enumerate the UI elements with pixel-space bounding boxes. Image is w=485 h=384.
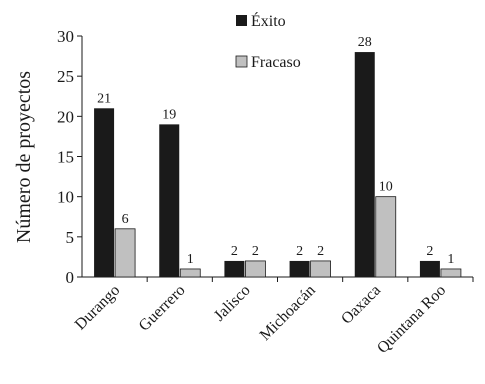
data-label: 28 (358, 35, 372, 50)
x-tick-label: Guerrero (136, 282, 189, 335)
bar (94, 108, 114, 277)
legend-swatch-exito (236, 15, 247, 26)
bar (376, 197, 396, 277)
x-tick-label: Michoacán (257, 282, 319, 344)
bar (355, 52, 375, 277)
bar (290, 261, 310, 277)
bar (441, 269, 461, 277)
x-tick-label: Jalisco (211, 282, 254, 325)
x-tick-label: Oaxaca (338, 282, 384, 328)
data-label: 1 (447, 252, 454, 267)
y-tick-label: 25 (57, 67, 74, 86)
data-label: 2 (426, 244, 433, 259)
y-tick-label: 30 (57, 27, 74, 46)
x-tick-label: Durango (72, 282, 124, 334)
legend-item-fracaso: Fracaso (236, 54, 301, 71)
bar (180, 269, 200, 277)
data-label: 2 (252, 244, 259, 259)
y-axis-label: Número de proyectos (13, 71, 35, 243)
data-label: 2 (296, 244, 303, 259)
bar (224, 261, 244, 277)
y-tick-label: 10 (57, 188, 74, 207)
y-tick-label: 15 (57, 148, 74, 167)
y-tick-label: 20 (57, 107, 74, 126)
data-label: 21 (97, 91, 111, 106)
bar (159, 124, 179, 277)
legend-label-exito: Éxito (251, 11, 286, 30)
bar (115, 229, 135, 277)
data-label: 19 (162, 107, 176, 122)
data-label: 1 (187, 252, 194, 267)
y-tick-label: 0 (66, 268, 75, 287)
x-tick-label: Quintana Roo (374, 282, 449, 357)
data-label: 10 (379, 180, 393, 195)
legend-swatch-fracaso (236, 56, 247, 67)
bar (311, 261, 331, 277)
legend: Éxito Fracaso (236, 11, 301, 71)
data-label: 6 (122, 212, 129, 227)
legend-label-fracaso: Fracaso (251, 54, 301, 71)
data-label: 2 (317, 244, 324, 259)
y-tick-label: 5 (66, 228, 75, 247)
data-label: 2 (231, 244, 238, 259)
legend-item-exito: Éxito (236, 11, 286, 30)
bar (420, 261, 440, 277)
bar (245, 261, 265, 277)
